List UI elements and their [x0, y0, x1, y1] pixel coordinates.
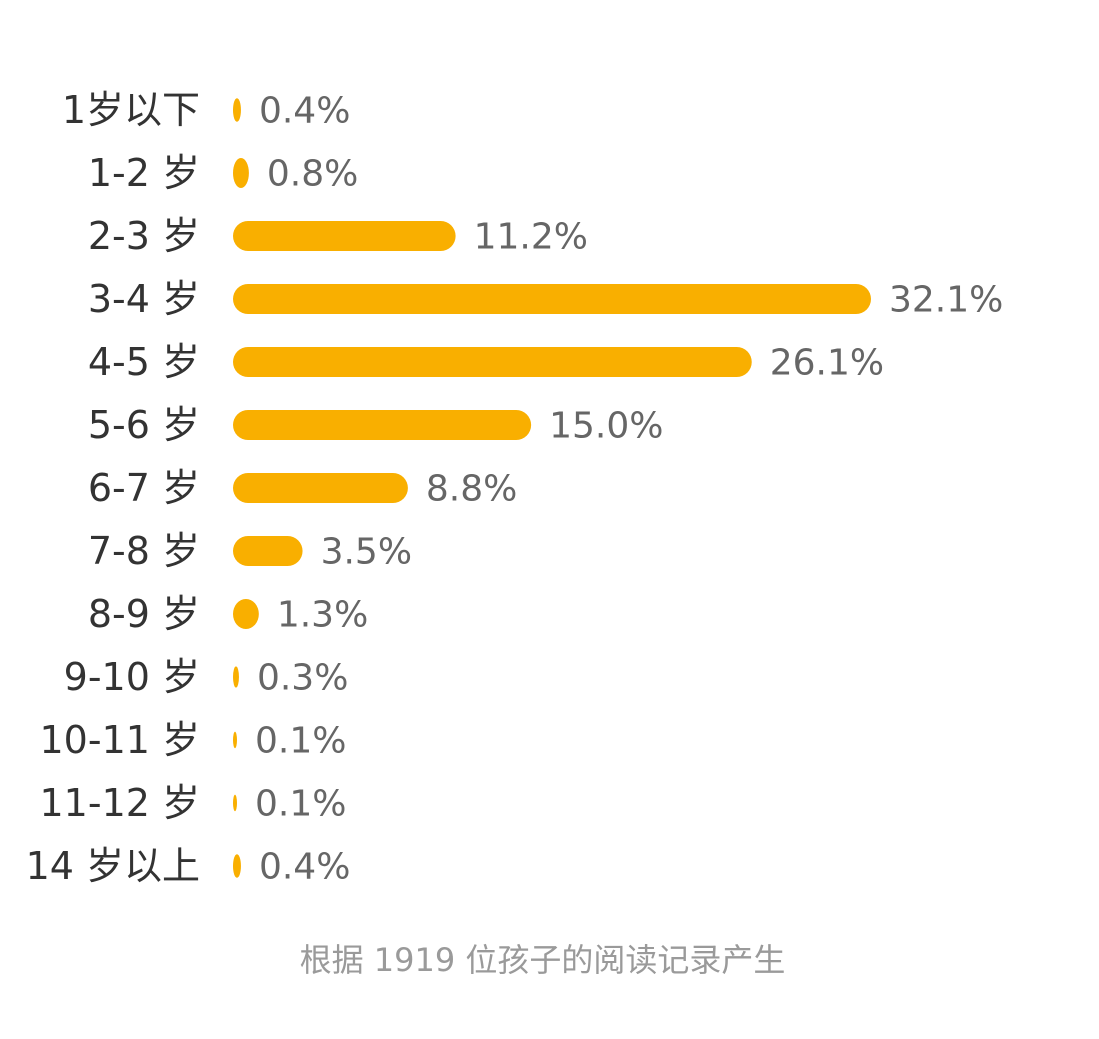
category-label: 3-4 岁 [88, 277, 200, 321]
value-label: 1.3% [277, 595, 368, 636]
bar [233, 221, 456, 251]
category-label: 8-9 岁 [88, 592, 200, 636]
value-label: 0.3% [257, 658, 348, 699]
bar [233, 284, 871, 314]
value-label: 3.5% [321, 532, 412, 573]
category-label: 14 岁以上 [26, 844, 200, 888]
value-label: 0.8% [267, 154, 358, 195]
category-label: 5-6 岁 [88, 403, 200, 447]
bar [233, 599, 259, 629]
category-label: 9-10 岁 [64, 655, 200, 699]
value-label: 26.1% [770, 343, 884, 384]
category-label: 10-11 岁 [40, 718, 201, 762]
value-label: 0.1% [255, 721, 346, 762]
value-label: 8.8% [426, 469, 517, 510]
value-label: 32.1% [889, 280, 1003, 321]
bar [233, 473, 408, 503]
category-label: 7-8 岁 [88, 529, 200, 573]
category-label: 11-12 岁 [40, 781, 201, 825]
category-label: 1-2 岁 [88, 151, 200, 195]
bar [233, 666, 239, 688]
bar [233, 536, 303, 566]
value-label: 0.4% [259, 847, 350, 888]
bar [233, 731, 237, 749]
footnote: 根据 1919 位孩子的阅读记录产生 [299, 941, 786, 979]
value-label: 0.4% [259, 91, 350, 132]
category-label: 2-3 岁 [88, 214, 200, 258]
bar [233, 347, 752, 377]
value-label: 11.2% [474, 217, 588, 258]
bar [233, 410, 532, 440]
bar [233, 158, 249, 188]
bar [233, 98, 241, 122]
bar [233, 794, 237, 812]
category-label: 1岁以下 [62, 88, 200, 132]
bar [233, 854, 241, 878]
value-label: 0.1% [255, 784, 346, 825]
value-label: 15.0% [549, 406, 663, 447]
category-label: 6-7 岁 [88, 466, 200, 510]
category-label: 4-5 岁 [88, 340, 200, 384]
